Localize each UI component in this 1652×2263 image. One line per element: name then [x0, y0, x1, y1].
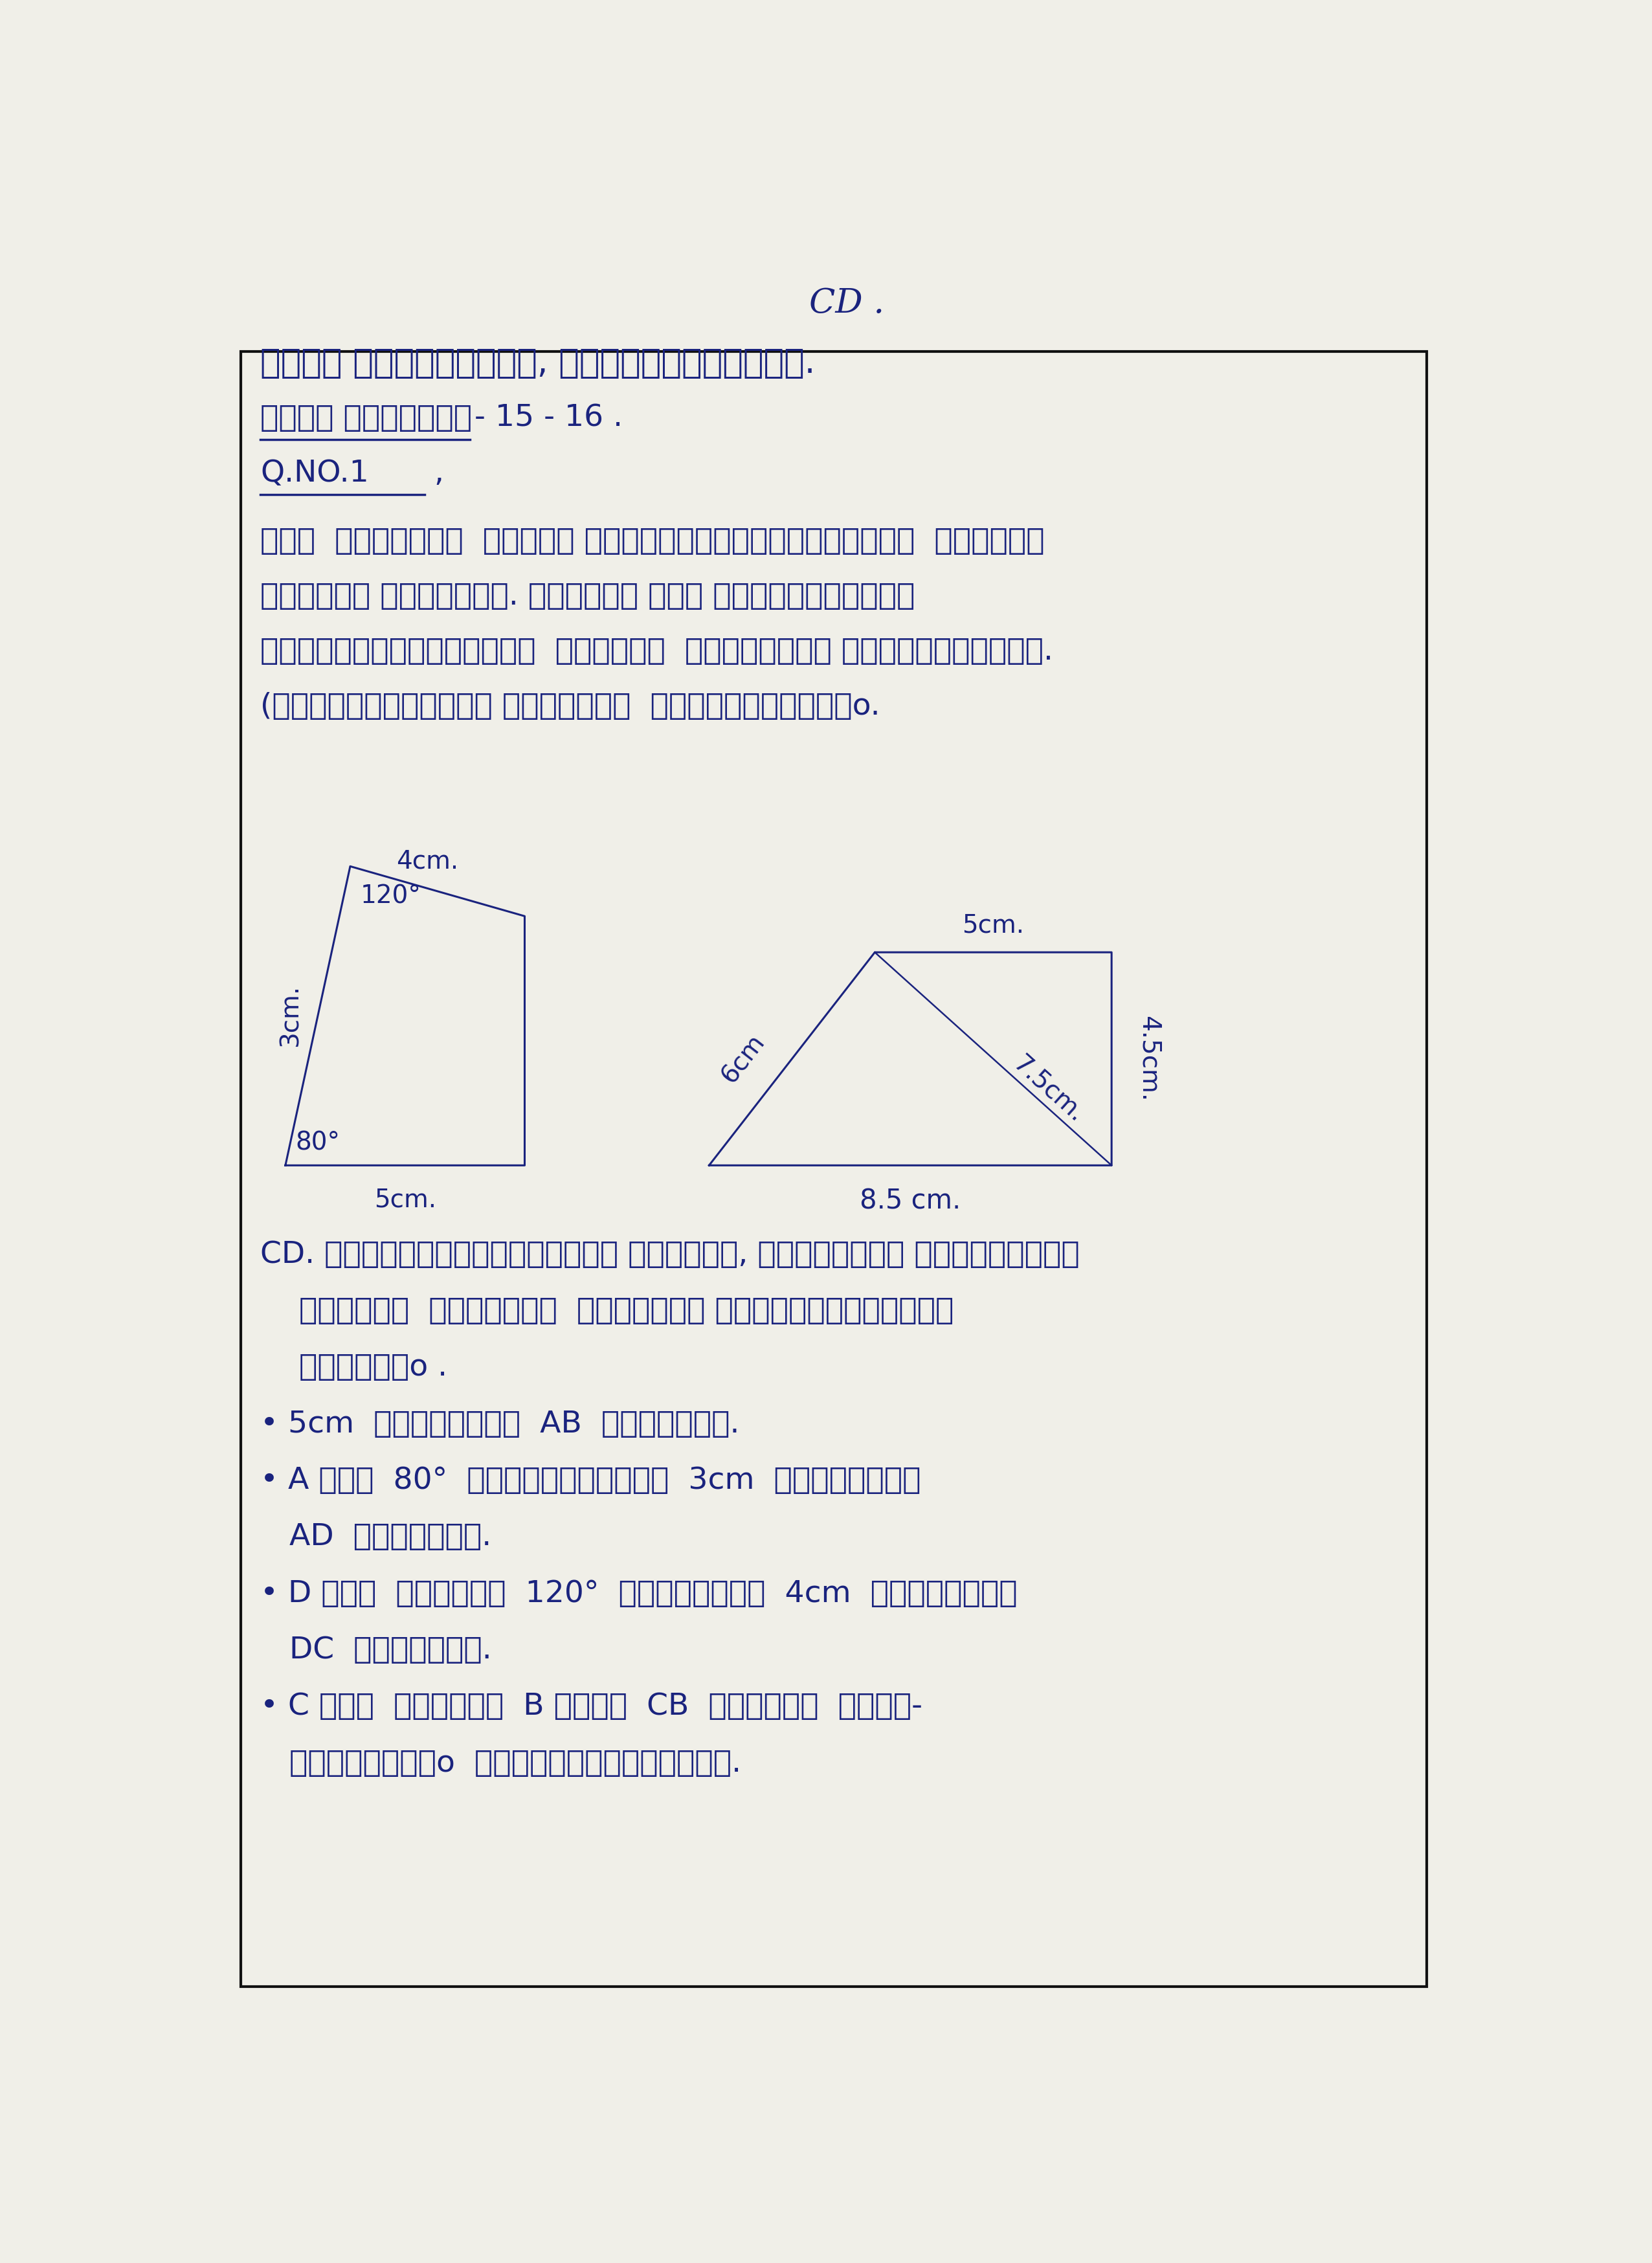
Text: 5cm.: 5cm. [373, 1188, 436, 1213]
Text: 3cm.: 3cm. [278, 984, 302, 1048]
Text: 4cm.: 4cm. [396, 849, 459, 874]
Text: ചിത്തം  വരക്കാൻ  ആദ്ദ്യം ചതിർദ്ദുർജ്ജം: ചിത്തം വരക്കാൻ ആദ്ദ്യം ചതിർദ്ദുർജ്ജം [261, 1297, 953, 1326]
Text: DC  വരക്കുക.: DC വരക്കുക. [261, 1636, 492, 1666]
Text: (അതിനാവശ്യമായ നീളങ്ങൾ  ദൊൺനെടുക്കണo.: (അതിനാവശ്യമായ നീളങ്ങൾ ദൊൺനെടുക്കണo. [261, 692, 881, 722]
Text: ദ്ദുർജ്ജo  പൂർത്തിയാക്കുക.: ദ്ദുർജ്ജo പൂർത്തിയാക്കുക. [261, 1749, 742, 1779]
Text: 6cm: 6cm [717, 1030, 770, 1089]
Text: 4.5cm.: 4.5cm. [1137, 1016, 1161, 1102]
Text: 7.5cm.: 7.5cm. [1008, 1052, 1089, 1127]
Text: Q.NO.1: Q.NO.1 [261, 459, 368, 489]
Text: CD .: CD . [809, 287, 884, 319]
Text: - 15 - 16 .: - 15 - 16 . [474, 403, 623, 432]
Text: 120°: 120° [360, 885, 421, 907]
Text: ,: , [425, 459, 444, 489]
Text: വേജ് നമ്പ്ത്: വേജ് നമ്പ്ത് [261, 403, 472, 432]
Text: • 5cm  നീളത്തിൽ  AB  വരക്കുക.: • 5cm നീളത്തിൽ AB വരക്കുക. [261, 1410, 740, 1439]
Text: 5cm.: 5cm. [961, 912, 1024, 937]
Text: AD  വരക്കുക.: AD വരക്കുക. [261, 1523, 492, 1552]
Text: 80°: 80° [296, 1132, 340, 1156]
Text: • A യിൽ  80°  കോണചെടുത്ത്  3cm  നീളത്തിൽ: • A യിൽ 80° കോണചെടുത്ത് 3cm നീളത്തിൽ [261, 1466, 922, 1496]
Text: ത്രിക്കോണങ്ങളും  വരച്ച്  പരപ്പടവ് കണക്കാക്കുക.: ത്രിക്കോണങ്ങളും വരച്ച് പരപ്പടവ് കണക്കാക്… [261, 636, 1054, 665]
Text: 8.5 cm.: 8.5 cm. [859, 1188, 961, 1215]
Text: വരക്കാo .: വരക്കാo . [261, 1353, 448, 1383]
Text: ചത്  വടയുള്ള  തന്നു ചതിർദ്ദുർജ്ജങ്ങളും  നോട്ടു: ചത് വടയുള്ള തന്നു ചതിർദ്ദുർജ്ജങ്ങളും നോട… [261, 527, 1044, 557]
Text: ചതിർ ദുർജ്ജയും, ത്രിക്കോണവും.: ചതിർ ദുർജ്ജയും, ത്രിക്കോണവും. [261, 346, 816, 380]
Text: • D യിൽ  നിന്ന്  120°  കൂടുത്ത്  4cm  നീളത്തിൽ: • D യിൽ നിന്ന് 120° കൂടുത്ത് 4cm നീളത്തി… [261, 1580, 1018, 1609]
Text: CD. ചതിർദ്ദുർജ്ജങ്ങൾ നിന്ന്, പരപ്പടവ് കാണാനുള്ള: CD. ചതിർദ്ദുർജ്ജങ്ങൾ നിന്ന്, പരപ്പടവ് കാ… [261, 1240, 1080, 1270]
Text: ബൂഖരിൽ വരക്കുക. അവയുടെ അതേ പരപ്പൊഴുള്ള: ബൂഖരിൽ വരക്കുക. അവയുടെ അതേ പരപ്പൊഴുള്ള [261, 582, 915, 611]
Text: • C യിൽ  നിന്ന്  B യിലേ  CB  വരച്ച്  ചതിർ-: • C യിൽ നിന്ന് B യിലേ CB വരച്ച് ചതിർ- [261, 1693, 923, 1722]
